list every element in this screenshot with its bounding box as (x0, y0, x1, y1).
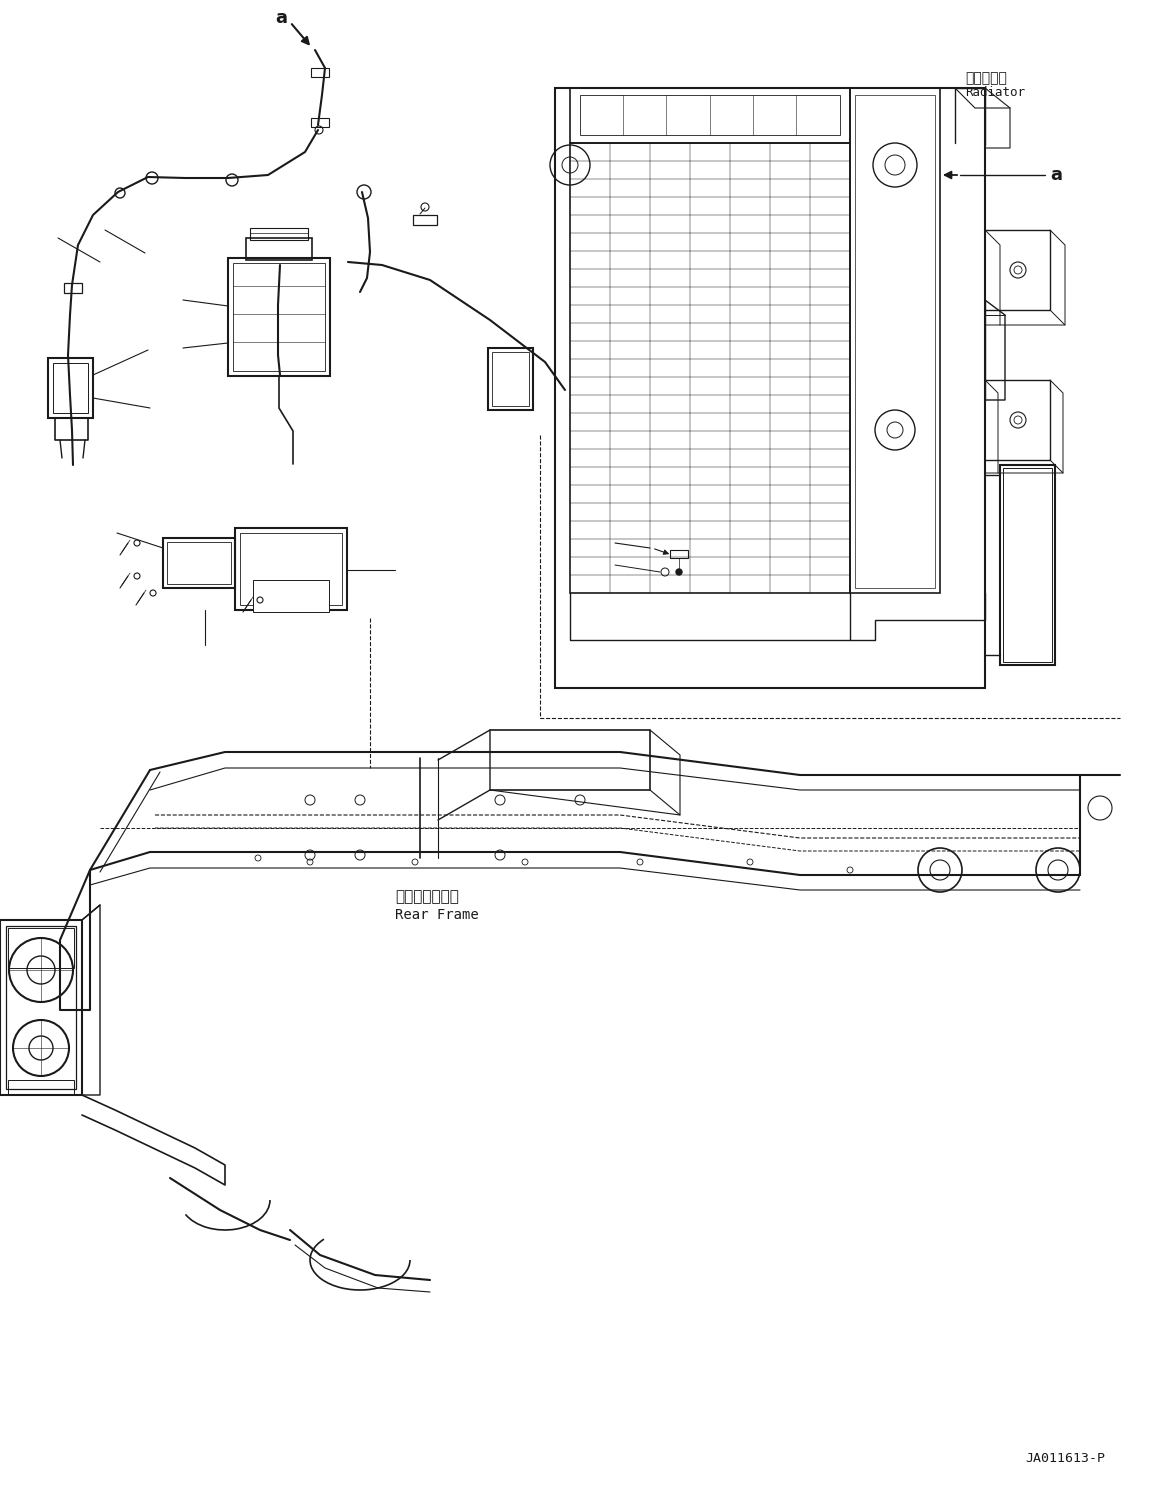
Bar (0, 920, 83, 1094)
Bar (855, 95, 935, 587)
Bar (555, 88, 985, 688)
Bar (64, 283, 83, 293)
Text: リヤーフレーム: リヤーフレーム (395, 889, 459, 904)
Bar (247, 238, 312, 260)
Bar (580, 95, 840, 135)
Bar (8, 1080, 74, 1094)
Bar (488, 348, 533, 410)
Bar (570, 88, 850, 143)
Bar (228, 259, 330, 376)
Bar (311, 117, 329, 126)
Text: JA011613-P: JA011613-P (1025, 1451, 1105, 1465)
Bar (250, 228, 308, 239)
Bar (1003, 468, 1053, 662)
Bar (163, 538, 235, 587)
Bar (311, 68, 329, 77)
Bar (570, 143, 850, 593)
Bar (167, 541, 231, 584)
Bar (254, 580, 329, 613)
Circle shape (676, 570, 682, 575)
Bar (233, 263, 324, 370)
Bar (53, 363, 88, 413)
Bar (1000, 465, 1055, 665)
Bar (48, 358, 93, 418)
Bar (492, 352, 529, 406)
Text: Radiator: Radiator (965, 86, 1025, 100)
Bar (670, 550, 688, 558)
Bar (413, 216, 437, 225)
Bar (240, 532, 342, 605)
Bar (235, 528, 347, 610)
Bar (6, 926, 76, 1088)
Bar (850, 88, 940, 593)
Text: a: a (1050, 167, 1062, 184)
Text: a: a (274, 9, 287, 27)
Text: ラジエータ: ラジエータ (965, 71, 1007, 85)
Bar (8, 928, 74, 968)
Text: Rear Frame: Rear Frame (395, 909, 479, 922)
